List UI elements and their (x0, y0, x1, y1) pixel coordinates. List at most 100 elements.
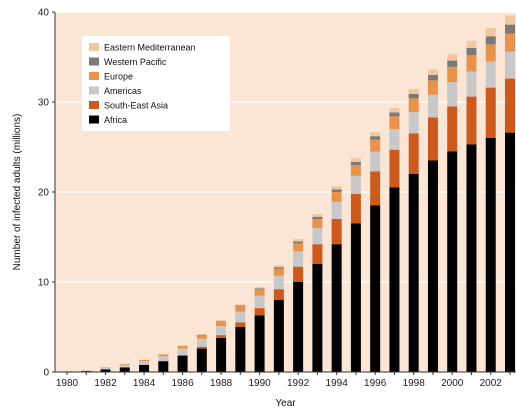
x-tick-label: 1996 (364, 378, 387, 389)
bar-segment (119, 364, 130, 368)
bar-segment (312, 219, 323, 228)
bar-segment (331, 219, 342, 245)
bar-segment (466, 96, 477, 145)
bar-segment (408, 174, 419, 372)
legend-label: Eastern Mediterranean (104, 43, 196, 53)
bar-segment (235, 304, 246, 306)
bar-segment (447, 82, 458, 107)
bar-segment (370, 139, 381, 152)
x-tick-label: 1990 (248, 378, 271, 389)
bar-segment (196, 338, 207, 347)
bar-segment (485, 36, 496, 45)
bar-segment (466, 71, 477, 97)
legend-label: Western Pacific (104, 57, 167, 67)
bar-segment (466, 55, 477, 72)
x-tick-label: 1984 (133, 378, 156, 389)
bar-segment (254, 286, 265, 289)
bar-segment (427, 117, 438, 161)
x-tick-label: 2000 (441, 378, 464, 389)
bar-segment (447, 106, 458, 152)
bar-segment (273, 268, 284, 276)
bar-segment (389, 129, 400, 150)
bar-segment (216, 320, 227, 322)
bar-segment (139, 359, 150, 362)
bar-segment (139, 361, 150, 365)
bar-segment (350, 165, 361, 176)
bar-segment (389, 107, 400, 113)
bar-segment (100, 369, 111, 372)
y-axis-title: Number of infected adults (millions) (12, 114, 23, 271)
bar-segment (505, 132, 515, 372)
bar-segment (254, 289, 265, 296)
y-tick-label: 30 (38, 98, 50, 109)
y-tick-label: 20 (38, 188, 50, 199)
bar-segment (505, 15, 515, 25)
bar-segment (427, 94, 438, 118)
bar-segment (158, 361, 169, 372)
x-tick-labels: 1980 1982 1984 1986 1988 1990 1992 1994 1996 1998… (56, 372, 511, 389)
bar-segment (273, 267, 284, 269)
bar-segment (196, 348, 207, 372)
bar-segment (177, 354, 188, 356)
bar-segment (235, 305, 246, 307)
bar-segment (312, 264, 323, 372)
bar-segment (196, 334, 207, 336)
x-axis-title: Year (275, 398, 296, 409)
bar-segment (466, 144, 477, 372)
bar-segment (177, 345, 188, 349)
bar-segment (350, 193, 361, 224)
bar-segment (447, 60, 458, 67)
bar-segment (312, 244, 323, 264)
y-tick-label: 0 (43, 368, 49, 379)
bar-segment (177, 348, 188, 355)
bar-segment (447, 151, 458, 372)
bar-segment (427, 69, 438, 75)
bar-segment (216, 321, 227, 327)
bar-segment (350, 175, 361, 194)
x-tick-label: 2002 (480, 378, 503, 389)
legend-swatch (89, 86, 99, 95)
bar-segment (235, 311, 246, 323)
bar-segment (485, 87, 496, 138)
x-tick-label: 1980 (56, 378, 79, 389)
bar-segment (485, 138, 496, 372)
bar-segment (370, 205, 381, 372)
legend-label: Europe (104, 72, 133, 82)
legend-swatch (89, 115, 99, 124)
bar-segment (408, 111, 419, 134)
legend-swatch (89, 101, 99, 109)
bar-segment (293, 266, 304, 282)
x-tick-label: 1982 (94, 378, 117, 389)
x-tick-label: 1992 (287, 378, 310, 389)
bar-segment (427, 75, 438, 81)
bar-segment (370, 151, 381, 172)
legend-label: South-East Asia (104, 101, 168, 111)
bar-segment (100, 367, 111, 368)
bar-segment (235, 327, 246, 372)
bar-segment (293, 282, 304, 372)
bar-segment (331, 244, 342, 372)
bar-segment (196, 334, 207, 335)
bar-segment (273, 265, 284, 268)
bar-segment (408, 98, 419, 112)
x-tick-label: 1994 (326, 378, 349, 389)
bar-segment (408, 133, 419, 174)
bar-segment (331, 189, 342, 192)
bar-segment (293, 239, 304, 242)
bar-segment (119, 363, 130, 365)
bar-segment (273, 289, 284, 300)
bar-segment (389, 112, 400, 117)
bar-segment (350, 158, 361, 162)
bar-segment (350, 161, 361, 165)
x-tick-label: 1998 (403, 378, 426, 389)
bar-segment (254, 308, 265, 316)
bar-segment (350, 223, 361, 372)
bar-segment (427, 80, 438, 95)
bar-segment (293, 243, 304, 252)
bar-segment (312, 228, 323, 245)
bar-segment (119, 367, 130, 372)
bar-segment (505, 51, 515, 79)
bar-segment (389, 116, 400, 129)
bar-segment (370, 136, 381, 140)
